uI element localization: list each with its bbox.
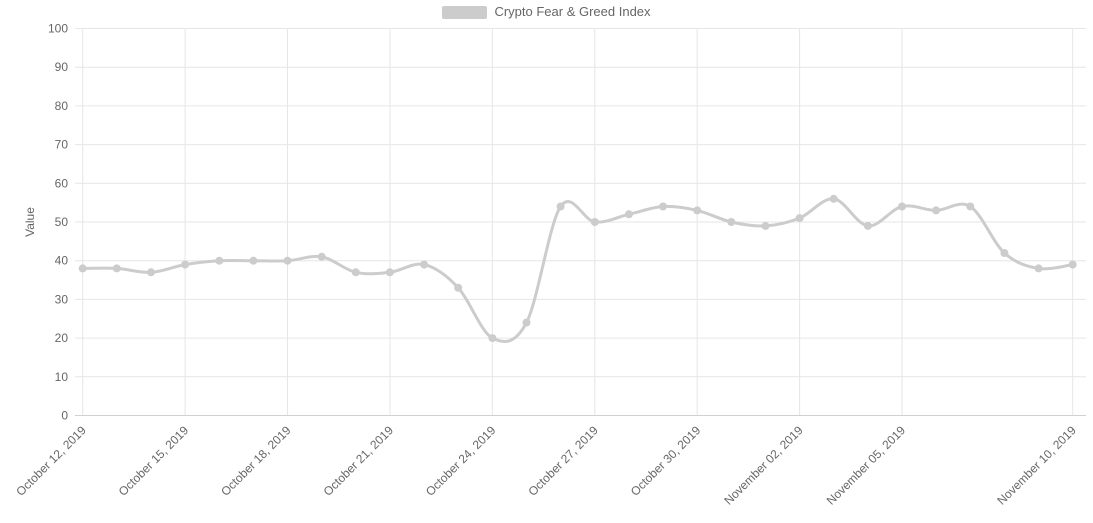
data-point[interactable] bbox=[317, 252, 326, 261]
y-axis-title: Value bbox=[23, 207, 37, 237]
legend-item[interactable]: Crypto Fear & Greed Index bbox=[442, 4, 651, 20]
data-point[interactable] bbox=[283, 256, 292, 265]
data-point[interactable] bbox=[420, 260, 429, 269]
data-point[interactable] bbox=[249, 256, 258, 265]
data-point[interactable] bbox=[351, 268, 360, 277]
data-point[interactable] bbox=[966, 202, 975, 211]
y-axis-tick-label: 100 bbox=[48, 22, 68, 36]
data-point[interactable] bbox=[761, 221, 770, 230]
x-axis-tick-label: November 05, 2019 bbox=[824, 423, 909, 508]
data-point[interactable] bbox=[898, 202, 906, 211]
data-point[interactable] bbox=[693, 206, 702, 215]
x-axis-tick-label: October 21, 2019 bbox=[321, 423, 397, 499]
x-axis-tick-label: October 12, 2019 bbox=[13, 423, 89, 499]
y-axis-tick-label: 10 bbox=[55, 370, 69, 384]
data-point[interactable] bbox=[215, 256, 224, 265]
data-point[interactable] bbox=[488, 334, 497, 343]
series-line bbox=[81, 197, 1075, 344]
data-point[interactable] bbox=[1034, 264, 1043, 273]
data-point[interactable] bbox=[385, 268, 394, 277]
x-axis-tick-label: October 15, 2019 bbox=[116, 423, 192, 499]
data-point[interactable] bbox=[590, 218, 599, 226]
x-axis-tick-label: October 27, 2019 bbox=[525, 423, 601, 499]
data-point[interactable] bbox=[795, 214, 804, 223]
x-axis-tick-label: October 24, 2019 bbox=[423, 423, 499, 499]
y-axis-tick-label: 20 bbox=[55, 331, 69, 345]
data-point[interactable] bbox=[556, 202, 565, 211]
x-axis-tick-label: October 18, 2019 bbox=[218, 423, 294, 499]
data-point[interactable] bbox=[829, 194, 838, 203]
data-point[interactable] bbox=[522, 318, 531, 327]
data-point[interactable] bbox=[1000, 249, 1009, 257]
y-axis-tick-label: 30 bbox=[55, 292, 69, 306]
data-point[interactable] bbox=[727, 218, 736, 226]
y-axis-tick-label: 0 bbox=[61, 409, 68, 423]
legend-swatch-icon bbox=[442, 5, 488, 19]
legend: Crypto Fear & Greed Index bbox=[0, 4, 1093, 20]
data-point[interactable] bbox=[147, 268, 155, 277]
y-axis-tick-label: 50 bbox=[55, 215, 69, 229]
data-point[interactable] bbox=[78, 264, 87, 273]
data-point[interactable] bbox=[932, 206, 941, 215]
legend-label: Crypto Fear & Greed Index bbox=[494, 4, 651, 19]
data-point[interactable] bbox=[112, 264, 121, 273]
data-point[interactable] bbox=[454, 283, 463, 292]
data-point[interactable] bbox=[863, 221, 872, 230]
y-axis-tick-label: 70 bbox=[55, 138, 69, 152]
data-point[interactable] bbox=[659, 202, 667, 211]
data-point[interactable] bbox=[1068, 260, 1077, 269]
data-point[interactable] bbox=[181, 260, 190, 269]
y-axis-tick-label: 60 bbox=[55, 176, 69, 190]
y-axis-tick-label: 80 bbox=[55, 99, 69, 113]
x-axis-tick-label: November 02, 2019 bbox=[721, 423, 806, 508]
data-point[interactable] bbox=[624, 210, 633, 219]
y-axis-tick-label: 90 bbox=[55, 60, 69, 74]
x-axis-tick-label: October 30, 2019 bbox=[628, 423, 704, 499]
y-axis-tick-label: 40 bbox=[55, 254, 69, 268]
x-axis-tick-label: November 10, 2019 bbox=[994, 423, 1079, 508]
